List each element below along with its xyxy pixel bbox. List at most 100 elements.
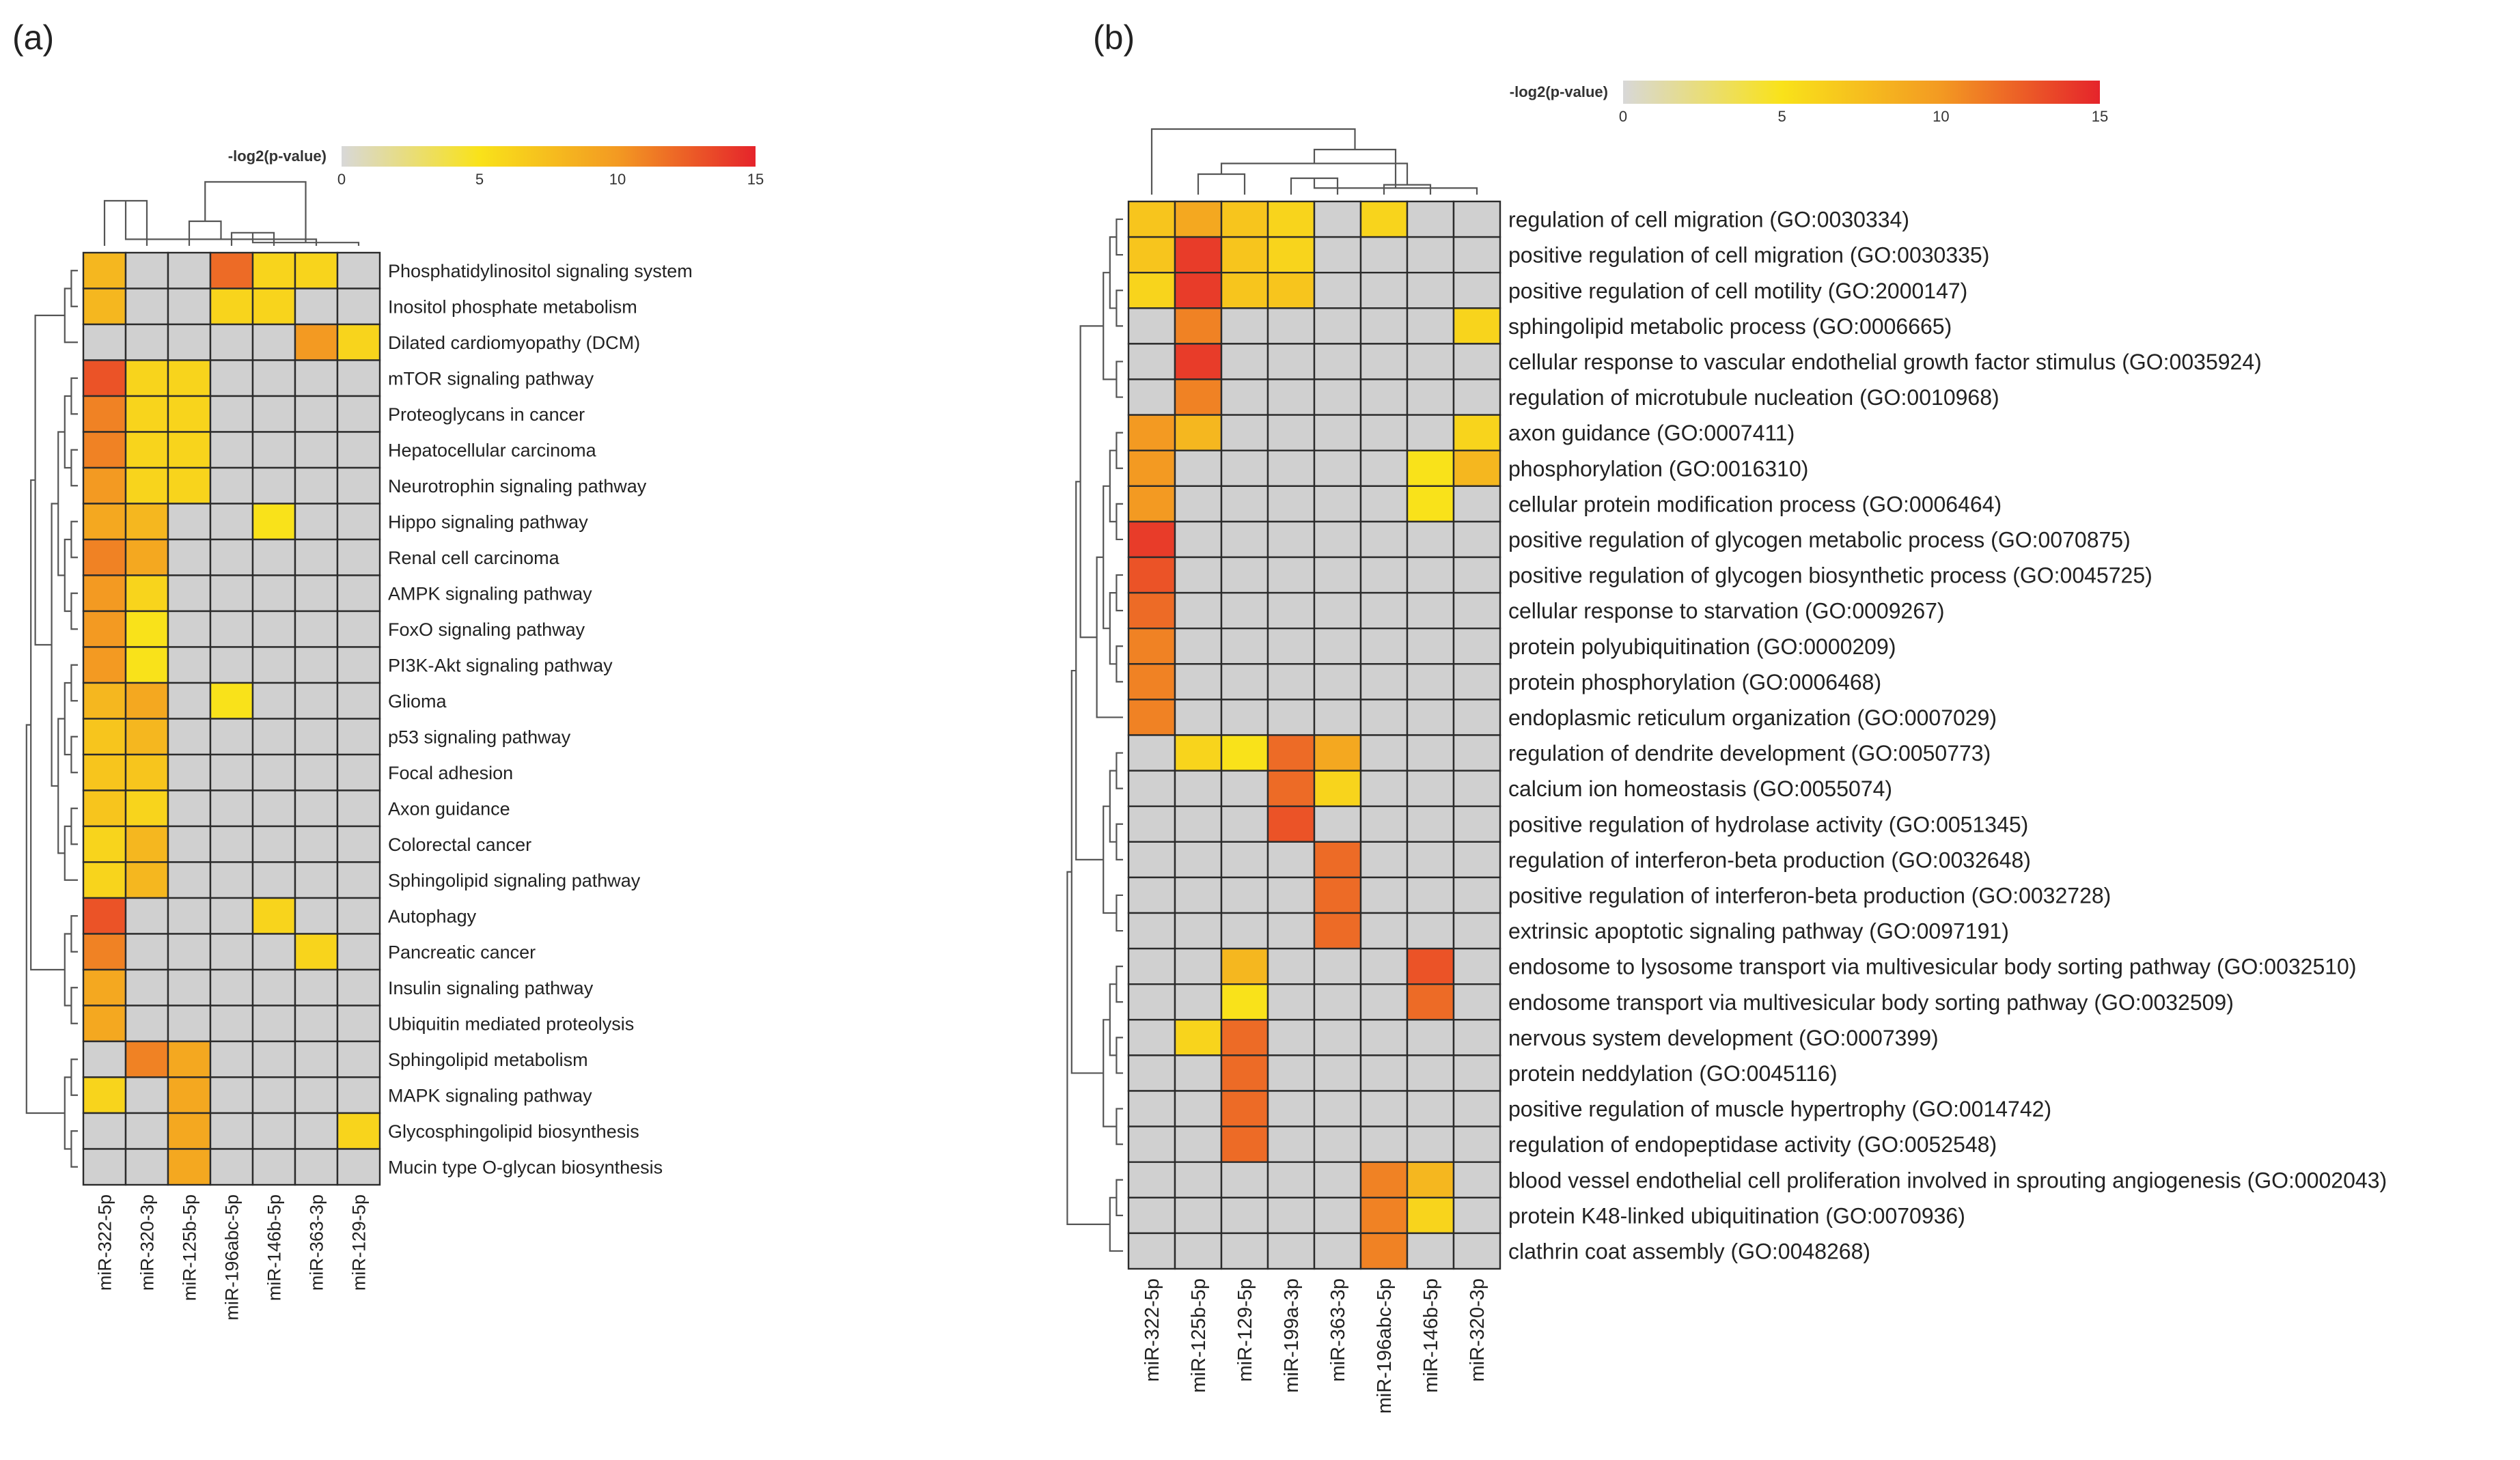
column-label: miR-129-5p bbox=[348, 1194, 369, 1291]
heatmap-cell bbox=[1313, 770, 1362, 807]
heatmap-cell bbox=[1406, 1125, 1455, 1163]
heatmap-cell bbox=[251, 753, 296, 791]
row-label: Sphingolipid metabolism bbox=[388, 1050, 588, 1070]
heatmap-cell bbox=[1406, 449, 1455, 488]
heatmap-cell bbox=[1452, 343, 1501, 380]
heatmap-cell bbox=[1174, 556, 1223, 594]
heatmap-cell bbox=[1266, 378, 1316, 416]
heatmap-cell bbox=[1220, 1232, 1269, 1270]
heatmap-cell bbox=[1406, 770, 1455, 807]
heatmap-cell bbox=[1220, 307, 1269, 345]
row-label: Pancreatic cancer bbox=[388, 942, 536, 962]
heatmap-cell bbox=[1313, 1125, 1362, 1163]
legend-tick: 0 bbox=[337, 171, 346, 188]
row-label: Neurotrophin signaling pathway bbox=[388, 476, 647, 496]
heatmap-cell bbox=[1313, 912, 1362, 950]
heatmap-cell bbox=[1220, 1161, 1269, 1198]
heatmap-cell bbox=[1452, 912, 1501, 950]
heatmap-cell bbox=[1359, 1019, 1409, 1056]
heatmap-cell bbox=[1266, 1090, 1316, 1127]
heatmap-cell bbox=[82, 538, 127, 576]
row-label: Insulin signaling pathway bbox=[388, 978, 594, 998]
heatmap-cell bbox=[82, 789, 127, 828]
heatmap-cell bbox=[1266, 663, 1316, 701]
row-label: axon guidance (GO:0007411) bbox=[1508, 421, 1795, 445]
heatmap-cell bbox=[1174, 485, 1223, 523]
heatmap-cell bbox=[1313, 307, 1362, 345]
heatmap-cell bbox=[1266, 1161, 1316, 1198]
heatmap-cell bbox=[209, 682, 254, 720]
heatmap-cell bbox=[1174, 805, 1223, 843]
heatmap-cell bbox=[1266, 805, 1316, 843]
heatmap-cell bbox=[251, 1112, 296, 1150]
heatmap-cell bbox=[1406, 1019, 1455, 1056]
heatmap-cell bbox=[1266, 983, 1316, 1021]
heatmap-cell bbox=[294, 1040, 339, 1078]
heatmap-cell bbox=[167, 1076, 212, 1114]
heatmap-cell bbox=[209, 646, 254, 684]
heatmap-cell bbox=[1359, 876, 1409, 914]
heatmap-cell bbox=[1359, 983, 1409, 1021]
heatmap-cell bbox=[1174, 663, 1223, 701]
heatmap-cell bbox=[1220, 414, 1269, 451]
heatmap-cell bbox=[1220, 1090, 1269, 1127]
row-label: protein K48-linked ubiquitination (GO:00… bbox=[1508, 1203, 1965, 1228]
heatmap-cell bbox=[167, 287, 212, 326]
heatmap-cell bbox=[167, 610, 212, 648]
heatmap-cell bbox=[1127, 699, 1176, 736]
heatmap-cell bbox=[1266, 1019, 1316, 1056]
row-label: AMPK signaling pathway bbox=[388, 583, 592, 604]
heatmap-cell bbox=[1359, 947, 1409, 985]
heatmap-cell bbox=[1313, 734, 1362, 772]
heatmap-cell bbox=[1174, 520, 1223, 559]
heatmap-cell bbox=[336, 538, 381, 576]
heatmap-cell bbox=[1174, 876, 1223, 914]
heatmap-cell bbox=[82, 610, 127, 648]
heatmap-cell bbox=[251, 395, 296, 433]
heatmap-cell bbox=[1127, 1232, 1176, 1270]
heatmap-cell bbox=[82, 1040, 127, 1078]
heatmap-cell bbox=[82, 251, 127, 290]
row-label: protein neddylation (GO:0045116) bbox=[1508, 1061, 1838, 1086]
heatmap-cell bbox=[124, 538, 169, 576]
heatmap-cell bbox=[82, 861, 127, 899]
heatmap-cell bbox=[209, 825, 254, 863]
heatmap-cell bbox=[251, 466, 296, 505]
row-label: Glioma bbox=[388, 691, 447, 712]
heatmap-cell bbox=[82, 395, 127, 433]
row-label: nervous system development (GO:0007399) bbox=[1508, 1026, 1939, 1050]
heatmap-cell bbox=[336, 861, 381, 899]
heatmap-cell bbox=[1406, 485, 1455, 523]
heatmap-cell bbox=[251, 503, 296, 541]
heatmap-cell bbox=[336, 431, 381, 469]
heatmap-cell bbox=[336, 466, 381, 505]
heatmap-cell bbox=[1452, 378, 1501, 416]
heatmap-cell bbox=[294, 1112, 339, 1150]
heatmap-cell bbox=[294, 574, 339, 613]
heatmap-cell bbox=[1127, 1161, 1176, 1198]
heatmap-cell bbox=[1220, 983, 1269, 1021]
heatmap-cell bbox=[294, 825, 339, 863]
heatmap-cell bbox=[82, 897, 127, 935]
row-label: Dilated cardiomyopathy (DCM) bbox=[388, 333, 640, 353]
heatmap-cell bbox=[251, 574, 296, 613]
color-legend: -log2(p-value) 0 5 10 15 bbox=[228, 146, 764, 188]
column-label: miR-129-5p bbox=[1234, 1278, 1256, 1382]
heatmap-cell bbox=[294, 610, 339, 648]
heatmap-cell bbox=[1127, 236, 1176, 274]
heatmap-cell bbox=[1359, 805, 1409, 843]
heatmap-cell bbox=[336, 933, 381, 971]
heatmap-cell bbox=[1313, 947, 1362, 985]
heatmap-cell bbox=[336, 610, 381, 648]
heatmap-cell bbox=[336, 682, 381, 720]
heatmap-cell bbox=[1174, 591, 1223, 630]
heatmap-cell bbox=[251, 610, 296, 648]
heatmap-cell bbox=[294, 466, 339, 505]
heatmap-cell bbox=[167, 1005, 212, 1043]
heatmap-cell bbox=[1313, 414, 1362, 451]
heatmap-cell bbox=[82, 825, 127, 863]
heatmap-cell bbox=[1406, 520, 1455, 559]
heatmap-cell bbox=[167, 538, 212, 576]
heatmap-cell bbox=[167, 682, 212, 720]
heatmap-cell bbox=[1220, 663, 1269, 701]
